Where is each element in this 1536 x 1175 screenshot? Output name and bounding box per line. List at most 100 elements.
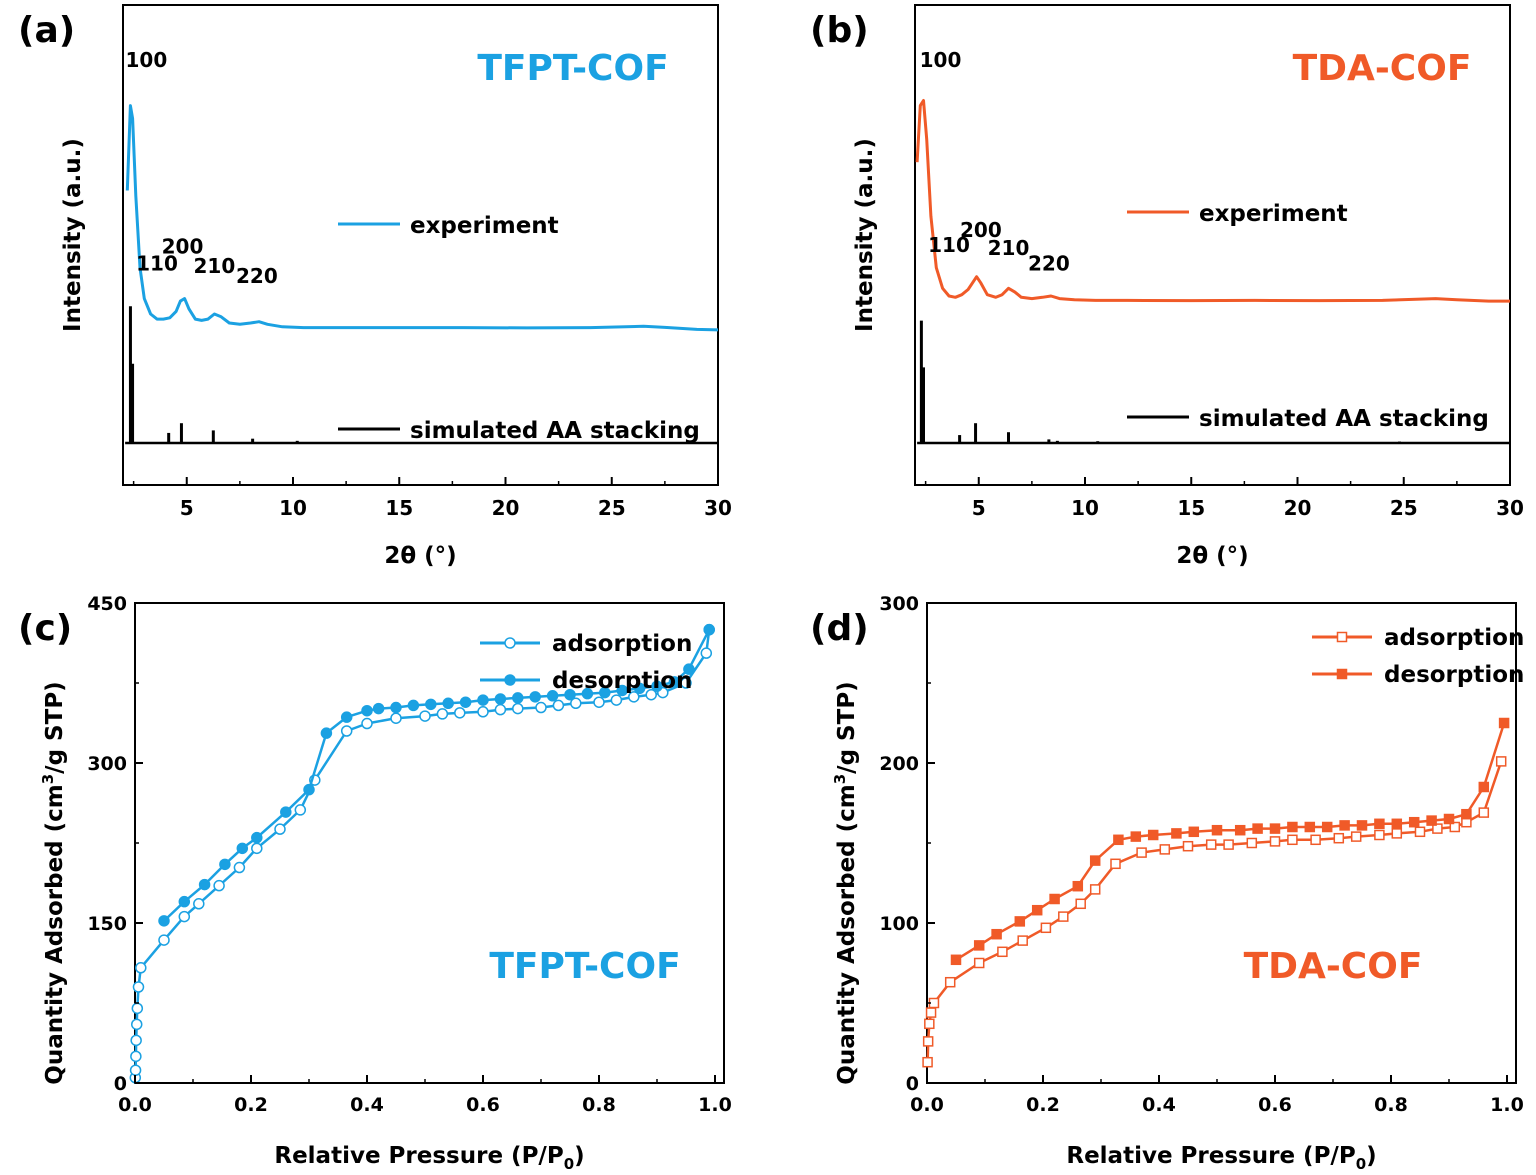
data-point (251, 842, 263, 855)
data-point (1130, 831, 1142, 842)
data-point (1223, 839, 1234, 850)
data-point (436, 708, 449, 720)
data-point (1374, 829, 1385, 841)
x-tick-label: 20 (492, 496, 520, 520)
data-point (158, 934, 170, 946)
data-point (130, 1018, 143, 1031)
x-tick-label: 1.0 (698, 1094, 732, 1116)
plot-frame (914, 4, 1511, 486)
data-point (1287, 834, 1298, 846)
x-tick-label: 0.2 (234, 1094, 268, 1116)
data-point (922, 1036, 934, 1047)
panel-label: (b) (810, 10, 869, 51)
x-tick-label: 25 (598, 496, 626, 520)
data-point (1049, 893, 1060, 905)
data-point (645, 688, 657, 701)
data-point (1374, 818, 1385, 830)
y-tick-label: 0 (906, 1073, 919, 1095)
data-point (535, 701, 547, 714)
data-point (973, 940, 985, 951)
data-point (213, 879, 225, 892)
peak-label: 210 (194, 254, 236, 278)
experiment-curve (915, 99, 1510, 303)
data-point (294, 804, 307, 816)
data-point (494, 703, 507, 716)
x-axis-label: Relative Pressure (P/P0) (1066, 1143, 1376, 1173)
panel-label: (d) (810, 608, 869, 649)
data-point (442, 697, 454, 710)
data-point (130, 1034, 142, 1047)
x-tick-label: 0.6 (1258, 1094, 1292, 1116)
data-point (944, 976, 956, 988)
data-point (581, 687, 594, 700)
y-axis-label: Quantity Adsorbed (cm3/g STP) (831, 681, 860, 1084)
data-point (633, 682, 646, 695)
x-tick-label: 0.0 (910, 1094, 944, 1116)
data-point (459, 696, 472, 708)
data-point (303, 783, 315, 796)
data-point (1058, 911, 1069, 922)
data-point (419, 710, 431, 722)
y-axis-label: Quantity Adsorbed (cm3/g STP) (39, 681, 68, 1084)
data-point (1089, 884, 1101, 895)
data-point (610, 694, 623, 706)
data-point (997, 946, 1008, 958)
data-point (178, 910, 191, 923)
data-point (599, 686, 611, 699)
peak-label: 200 (960, 218, 1002, 242)
panel-a: experiment simulated AA stacking 100 110200… (18, 4, 732, 569)
data-point (1205, 839, 1217, 850)
data-point (546, 690, 559, 702)
data-point (236, 842, 249, 855)
peak-label: 110 (928, 233, 970, 257)
adsorption-line (134, 629, 711, 1078)
data-point (552, 699, 565, 712)
data-point (628, 691, 640, 703)
data-point (425, 698, 437, 711)
legend-label: simulated AA stacking (410, 418, 700, 444)
data-point (1356, 820, 1368, 831)
data-point (1408, 816, 1420, 828)
panel-label: (c) (18, 608, 72, 649)
y-tick-label: 100 (879, 913, 919, 935)
panel-c: adsorption desorption 0.0 0.2 0.4 0.6 0.8 1.0 0 1… (18, 593, 732, 1173)
data-point (1075, 898, 1086, 910)
data-point (703, 623, 715, 636)
data-point (129, 1064, 142, 1076)
data-point (504, 674, 516, 686)
y-tick-label: 300 (87, 753, 127, 775)
data-point (1391, 828, 1403, 839)
data-point (1321, 821, 1333, 833)
peak-label: 220 (236, 264, 278, 288)
x-tick-label: 15 (1177, 496, 1205, 520)
data-point (616, 684, 628, 697)
peak-label: 210 (988, 236, 1030, 260)
data-point (668, 676, 681, 688)
data-point (1136, 847, 1147, 858)
panel-d: adsorption desorption 0.0 0.2 0.4 0.6 0.8 1.0 0 1… (810, 593, 1524, 1173)
x-axis-label: 2θ (°) (1176, 543, 1248, 569)
adsorption-line (926, 760, 1503, 1063)
x-tick-label: 0.0 (118, 1094, 152, 1116)
data-point (1159, 844, 1171, 855)
data-point (1495, 756, 1507, 767)
data-point (1478, 807, 1490, 818)
data-point (512, 692, 524, 704)
data-point (494, 693, 507, 705)
data-point (1113, 834, 1124, 846)
legend-label: desorption (552, 668, 692, 694)
data-point (477, 694, 489, 706)
data-point (320, 727, 333, 739)
data-point (991, 928, 1002, 940)
data-point (219, 858, 231, 871)
x-tick-label: 0.8 (1374, 1094, 1408, 1116)
legend-label: adsorption (1384, 625, 1524, 651)
data-point (1336, 631, 1348, 643)
data-point (178, 895, 191, 908)
x-tick-label: 30 (704, 496, 732, 520)
data-point (1336, 668, 1348, 680)
data-point (1414, 826, 1426, 838)
data-point (158, 915, 170, 927)
x-tick-label: 1.0 (1490, 1094, 1524, 1116)
